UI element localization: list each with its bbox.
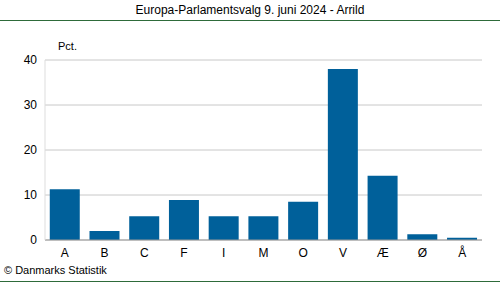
svg-text:F: F xyxy=(180,246,187,260)
html-text:Europa-Parlamentsvalg 9. juni: Europa-Parlamentsvalg 9. juni 2024 - Arr… xyxy=(135,3,365,17)
svg-text:A: A xyxy=(61,246,69,260)
svg-text:M: M xyxy=(259,246,269,260)
svg-text:40: 40 xyxy=(24,53,38,67)
svg-text:Ø: Ø xyxy=(418,246,427,260)
svg-text:Æ: Æ xyxy=(377,246,389,260)
svg-text:O: O xyxy=(299,246,308,260)
svg-text:30: 30 xyxy=(24,98,38,112)
svg-text:C: C xyxy=(140,246,149,260)
html-text:© Danmarks Statistik: © Danmarks Statistik xyxy=(4,264,107,276)
html-text:Pct.: Pct. xyxy=(58,40,77,52)
svg-text:0: 0 xyxy=(30,233,37,247)
svg-text:10: 10 xyxy=(24,188,38,202)
svg-text:Å: Å xyxy=(458,245,466,260)
svg-text:20: 20 xyxy=(24,143,38,157)
svg-text:I: I xyxy=(222,246,225,260)
svg-text:B: B xyxy=(101,246,109,260)
svg-text:V: V xyxy=(339,246,347,260)
